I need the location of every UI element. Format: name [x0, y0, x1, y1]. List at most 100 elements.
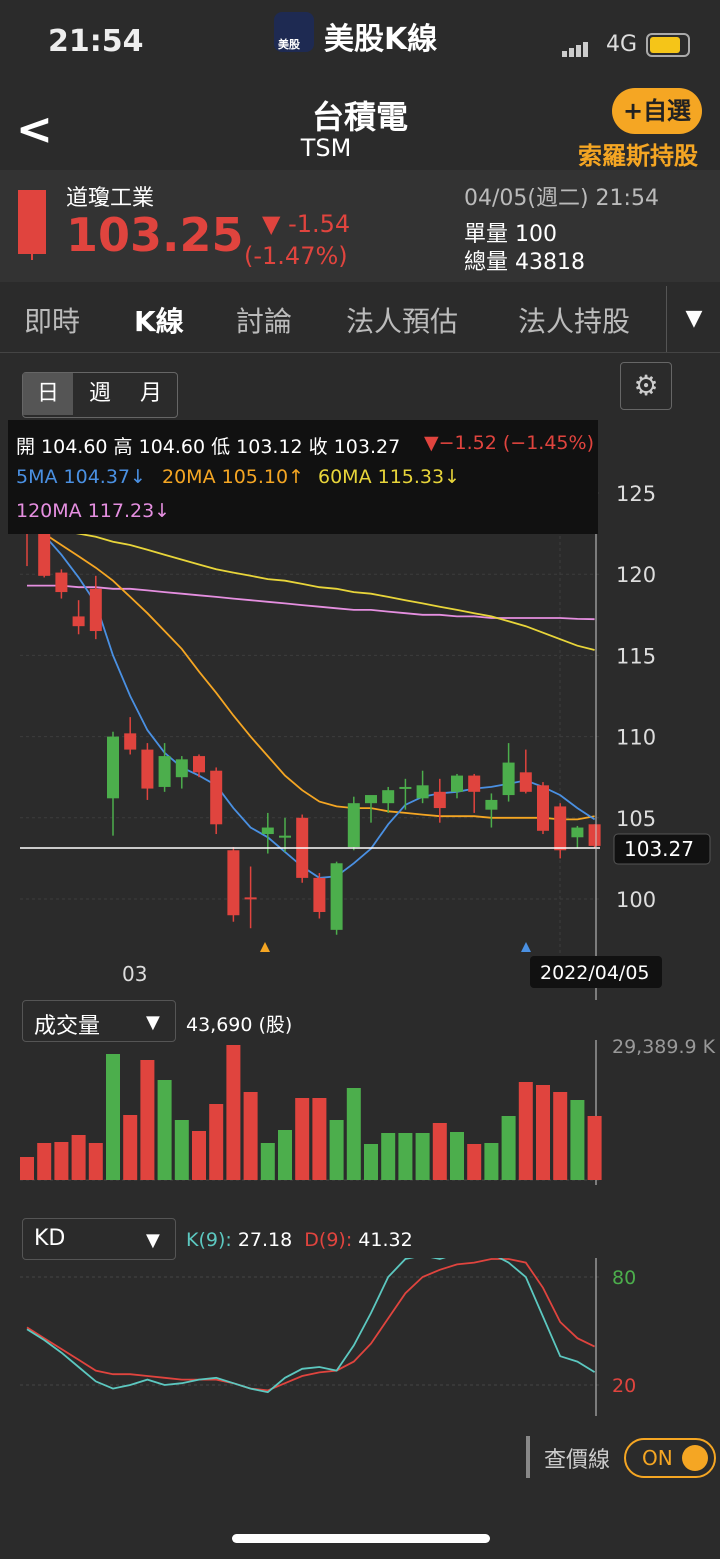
candle — [244, 866, 257, 929]
volume-bar — [278, 1130, 292, 1180]
tab-institutional-holdings[interactable]: 法人持股 — [518, 305, 631, 338]
volume-bar — [501, 1116, 516, 1180]
kline-chart[interactable]: 03 125 120 115 110 105 100 103.27 2022/04/05 — [0, 420, 720, 1000]
ma60-value: 60MA 115.33↓ — [318, 466, 461, 488]
volume-bar — [54, 1142, 69, 1180]
candle — [571, 825, 584, 849]
tab-realtime[interactable]: 即時 — [24, 305, 81, 338]
candle — [330, 861, 343, 935]
settings-gear-icon[interactable]: ⚙ — [620, 362, 672, 410]
candle — [347, 796, 360, 851]
candle-body — [72, 616, 85, 627]
indicator-selector-label: KD — [34, 1226, 66, 1251]
volume-value: 43,690 (股) — [186, 1014, 293, 1036]
volume-bar — [71, 1135, 86, 1180]
candle — [89, 575, 102, 640]
unit-volume-value: 100 — [515, 222, 558, 247]
check-line-toggle[interactable]: ON — [624, 1438, 716, 1478]
tab-kline[interactable]: K線 — [134, 305, 184, 338]
tab-more-dropdown[interactable]: ▼ — [666, 286, 720, 352]
candle-body — [210, 770, 223, 825]
volume-axis-max: 29,389.9 K — [612, 1036, 716, 1058]
candle — [227, 847, 240, 922]
price-tick: 105 — [616, 807, 656, 831]
tab-institutional-estimate[interactable]: 法人預估 — [346, 305, 459, 338]
tab-discussion[interactable]: 討論 — [236, 305, 293, 338]
d-line — [26, 1258, 595, 1392]
signal-marker-down — [521, 942, 531, 952]
ma120-value: 120MA 117.23↓ — [16, 500, 171, 522]
kd-tick-80: 80 — [612, 1267, 636, 1289]
volume-bar — [398, 1133, 413, 1180]
candle — [141, 743, 154, 800]
volume-bar — [415, 1133, 430, 1180]
month-label: 03 — [122, 962, 147, 986]
period-month-button[interactable]: 月 — [139, 381, 162, 406]
signal-marker-up — [260, 942, 270, 952]
candle — [55, 569, 68, 599]
volume-bar — [88, 1143, 103, 1180]
volume-bar — [157, 1080, 172, 1180]
candle — [38, 525, 51, 578]
date-label: 2022/04/05 — [540, 962, 650, 984]
candle-body — [433, 791, 446, 809]
candle — [72, 600, 85, 635]
candle — [519, 749, 532, 794]
candle — [537, 782, 549, 835]
k-value: 27.18 — [237, 1229, 293, 1251]
volume-bar — [587, 1116, 602, 1180]
status-time: 21:54 — [48, 24, 144, 59]
volume-bar — [123, 1115, 138, 1180]
candle-icon — [18, 190, 46, 260]
price-tick: 125 — [616, 482, 656, 506]
candle-body — [399, 786, 412, 789]
period-day-button[interactable]: 日 — [23, 373, 73, 415]
signal-icon — [562, 38, 590, 57]
candle-body — [588, 824, 601, 846]
add-watchlist-button[interactable]: +自選 — [612, 88, 702, 134]
soros-holding-link[interactable]: 索羅斯持股 — [578, 142, 698, 170]
volume-bar — [570, 1100, 585, 1180]
quote-total-volume: 總量 43818 — [464, 244, 585, 276]
candle — [416, 770, 429, 804]
home-indicator[interactable] — [232, 1534, 490, 1543]
candle-body — [347, 803, 360, 848]
candle — [261, 812, 274, 854]
date-tag — [530, 956, 662, 988]
candle-body — [537, 785, 549, 831]
volume-bar — [140, 1060, 155, 1180]
candle — [502, 743, 515, 802]
candle-body — [244, 897, 257, 900]
candle-body — [330, 863, 343, 930]
volume-bar — [260, 1143, 275, 1180]
candle-body — [468, 775, 481, 792]
candle-body — [141, 749, 154, 789]
period-week-button[interactable]: 週 — [88, 381, 111, 406]
volume-bar — [518, 1082, 533, 1180]
ma120-line — [27, 584, 595, 621]
volume-bar — [20, 1157, 34, 1180]
candle-body — [175, 759, 188, 778]
ma5-line — [26, 521, 596, 879]
app-logo-text: 美股 — [278, 38, 300, 51]
volume-bar — [346, 1088, 361, 1180]
candle-body — [382, 790, 395, 804]
quote-panel — [0, 170, 720, 282]
ma20-line — [26, 524, 595, 821]
volume-selector[interactable] — [22, 1000, 176, 1042]
candle-body — [313, 877, 326, 912]
candle-body — [451, 775, 463, 792]
period-selector — [22, 372, 178, 418]
candle — [433, 778, 446, 823]
volume-chart — [20, 1040, 602, 1185]
ma60-line — [26, 524, 595, 651]
ma5-value: 5MA 104.37↓ — [16, 466, 146, 488]
back-icon[interactable]: < — [16, 104, 53, 155]
candle — [158, 743, 171, 792]
candle-body — [158, 756, 171, 787]
candle — [107, 731, 119, 836]
volume-bar — [450, 1132, 464, 1180]
unit-volume-label: 單量 — [464, 222, 509, 247]
indicator-selector[interactable] — [22, 1218, 176, 1260]
candle — [210, 767, 223, 835]
